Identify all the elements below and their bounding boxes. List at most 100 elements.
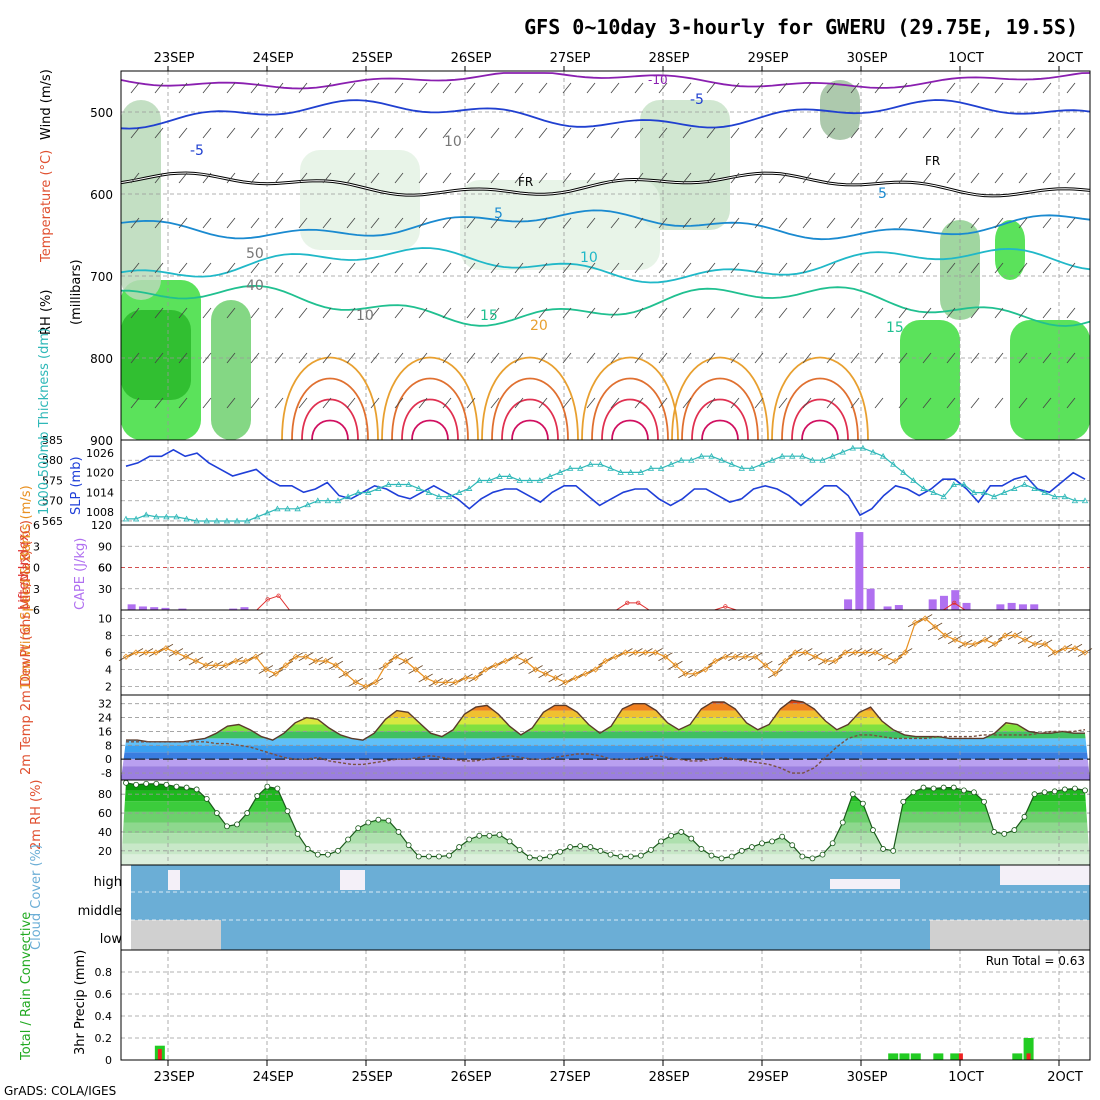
y-tick-left: 6 — [33, 519, 40, 532]
x-tick-label-bottom: 28SEP — [649, 1070, 690, 1085]
rh-marker — [849, 791, 856, 798]
rh-marker — [224, 823, 230, 830]
thickness-marker — [556, 469, 564, 475]
wind-barb — [442, 397, 452, 409]
wind-barb — [418, 397, 428, 409]
thickness-marker — [455, 489, 463, 496]
total-bar — [1023, 1038, 1034, 1060]
rh-marker — [981, 798, 987, 805]
wind-barb — [850, 352, 860, 364]
wind-barb — [490, 217, 500, 229]
cloud-high — [340, 870, 365, 890]
cloud-low — [930, 920, 1090, 950]
wind-barb — [706, 82, 716, 94]
thickness-marker — [365, 489, 372, 496]
thickness-marker — [910, 477, 917, 483]
wind-barb — [1018, 397, 1028, 409]
thickness-marker — [829, 452, 836, 459]
wind-marker — [682, 670, 689, 677]
x-tick-label-bottom: 30SEP — [847, 1070, 888, 1085]
wind-barb — [682, 352, 692, 364]
thickness-marker — [546, 473, 554, 479]
thickness-marker — [213, 517, 221, 524]
y-tick-right: 1008 — [86, 506, 114, 519]
thickness-marker — [1071, 497, 1079, 504]
wind-barb — [874, 352, 884, 364]
wind-barb — [514, 397, 524, 409]
rh-marker — [476, 832, 483, 839]
rh-marker — [577, 843, 584, 850]
wind-barb — [250, 307, 260, 319]
wind-barb — [370, 262, 380, 274]
rh-shading — [640, 100, 730, 230]
thickness-marker — [839, 448, 846, 455]
wind-marker — [732, 653, 739, 660]
wind-marker — [822, 657, 829, 665]
total-bar — [1012, 1053, 1023, 1060]
wind-barb — [874, 397, 884, 409]
wind-barb — [178, 127, 188, 139]
wind-marker — [812, 653, 819, 660]
cloud-low — [131, 920, 221, 950]
wind-barb — [994, 127, 1004, 139]
thickness-marker — [516, 477, 523, 483]
rh-shading — [995, 220, 1025, 280]
thickness-marker — [294, 505, 301, 512]
wind-marker — [782, 657, 789, 665]
wind-barb — [250, 172, 260, 184]
rh-marker — [839, 819, 846, 826]
rh-marker — [163, 781, 170, 788]
rh-marker — [264, 783, 271, 790]
rh-band — [121, 811, 1090, 823]
wind-marker — [892, 657, 899, 665]
x-tick-label-top: 28SEP — [649, 51, 690, 66]
wind-barb — [754, 262, 764, 274]
wind-barb — [538, 127, 548, 139]
thickness-marker — [980, 489, 988, 496]
thickness-slp-panel: 565 570 575 580 585 1008 1014 1020 1026 — [42, 434, 1091, 528]
wind-barb — [418, 262, 428, 274]
y-tick-label: 16 — [98, 725, 112, 738]
wind-barb — [322, 127, 332, 139]
li-marker — [276, 593, 281, 598]
wind-marker — [972, 640, 979, 648]
wind-barb — [490, 397, 500, 409]
wind-barb — [1066, 82, 1076, 94]
wind-barb — [346, 262, 356, 274]
cape-bar — [240, 607, 249, 610]
wind-barb — [922, 127, 932, 139]
ylabel-rh2m: 2m RH (%) — [29, 779, 44, 850]
wind-marker — [952, 636, 959, 643]
thickness-marker — [678, 456, 685, 463]
wind-barb — [874, 217, 884, 229]
wind-marker — [502, 657, 509, 665]
wind-barb — [682, 217, 692, 229]
thickness-marker — [688, 456, 695, 463]
rh-marker — [405, 842, 412, 849]
wind-barb — [586, 82, 596, 94]
thickness-marker — [587, 460, 594, 467]
cloud-layer-label: high — [94, 875, 122, 890]
wind-marker — [642, 649, 649, 656]
wind-marker — [1051, 649, 1059, 656]
ylabel-temp-dew: 2m Temp 2m DewPt (6hr Min/Max) (°C) — [19, 520, 34, 775]
rh-marker — [779, 833, 786, 840]
rh-marker — [658, 838, 664, 845]
wind-barb — [202, 172, 212, 184]
wind-barb — [802, 172, 812, 184]
wind-barb — [322, 352, 332, 364]
rh-marker — [829, 840, 836, 847]
wind-barb — [538, 82, 548, 94]
y-tick-label: 800 — [90, 352, 113, 366]
wind-barb — [442, 82, 452, 94]
thickness-marker — [405, 481, 412, 487]
wind-marker — [252, 653, 259, 660]
y-tick-left: 565 — [42, 515, 63, 528]
thickness-marker — [607, 465, 614, 471]
x-tick-label-bottom: 25SEP — [352, 1070, 393, 1085]
wind-barb — [394, 82, 404, 94]
wind-barb — [802, 127, 812, 139]
thickness-marker — [1011, 485, 1018, 491]
thickness-marker — [718, 456, 725, 463]
dewpoint-line — [126, 729, 1086, 774]
